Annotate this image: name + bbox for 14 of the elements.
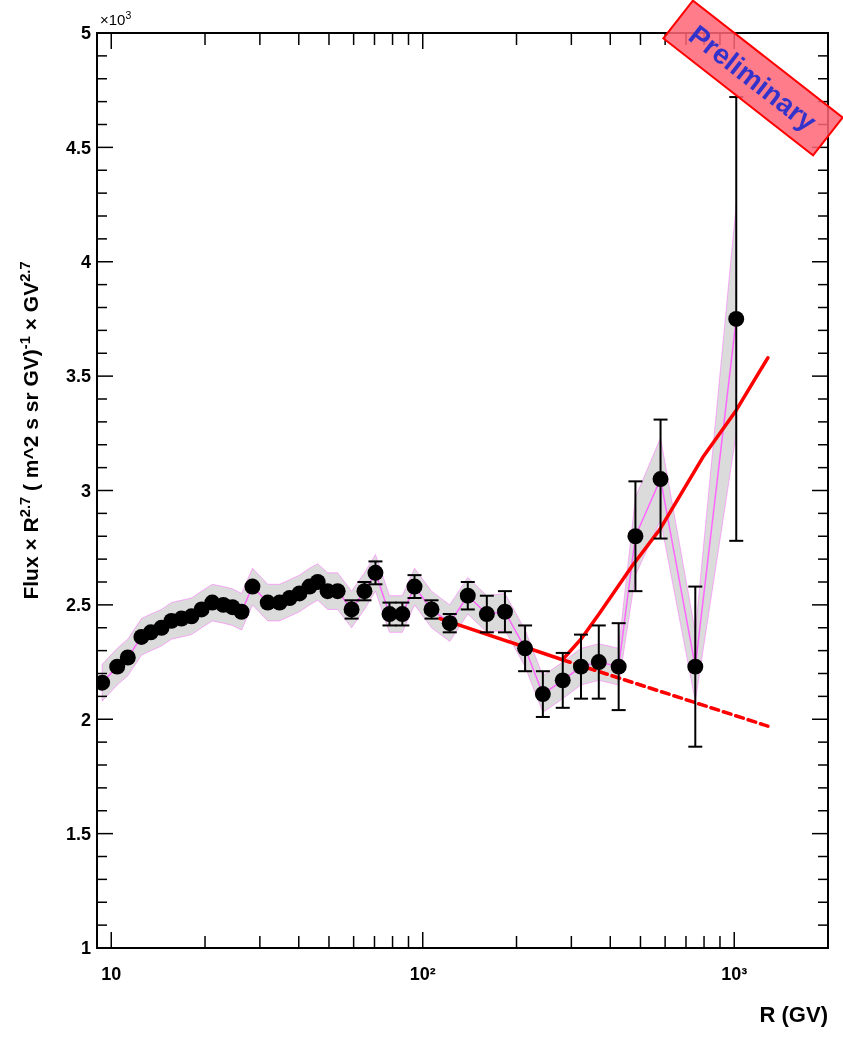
x-tick-label: 10³ — [721, 964, 748, 984]
y-tick-label: 3.5 — [65, 366, 91, 387]
y-tick-label: 2 — [80, 709, 91, 730]
y-tick-label: 4.5 — [65, 137, 91, 158]
x-tick-label: 10² — [409, 964, 436, 984]
x-tick-label: 10 — [101, 964, 122, 984]
y-tick-label: 5 — [80, 23, 91, 44]
text: ×10$^{3}$ — [100, 9, 132, 28]
y-tick-label: 1 — [80, 938, 91, 959]
y-tick-label: 4 — [80, 252, 91, 273]
y-tick-label: 3 — [80, 480, 91, 501]
x-axis-title: R (GV) — [759, 1002, 828, 1027]
y-tick-label: 2.5 — [65, 595, 91, 616]
y-tick-label: 1.5 — [65, 823, 91, 844]
